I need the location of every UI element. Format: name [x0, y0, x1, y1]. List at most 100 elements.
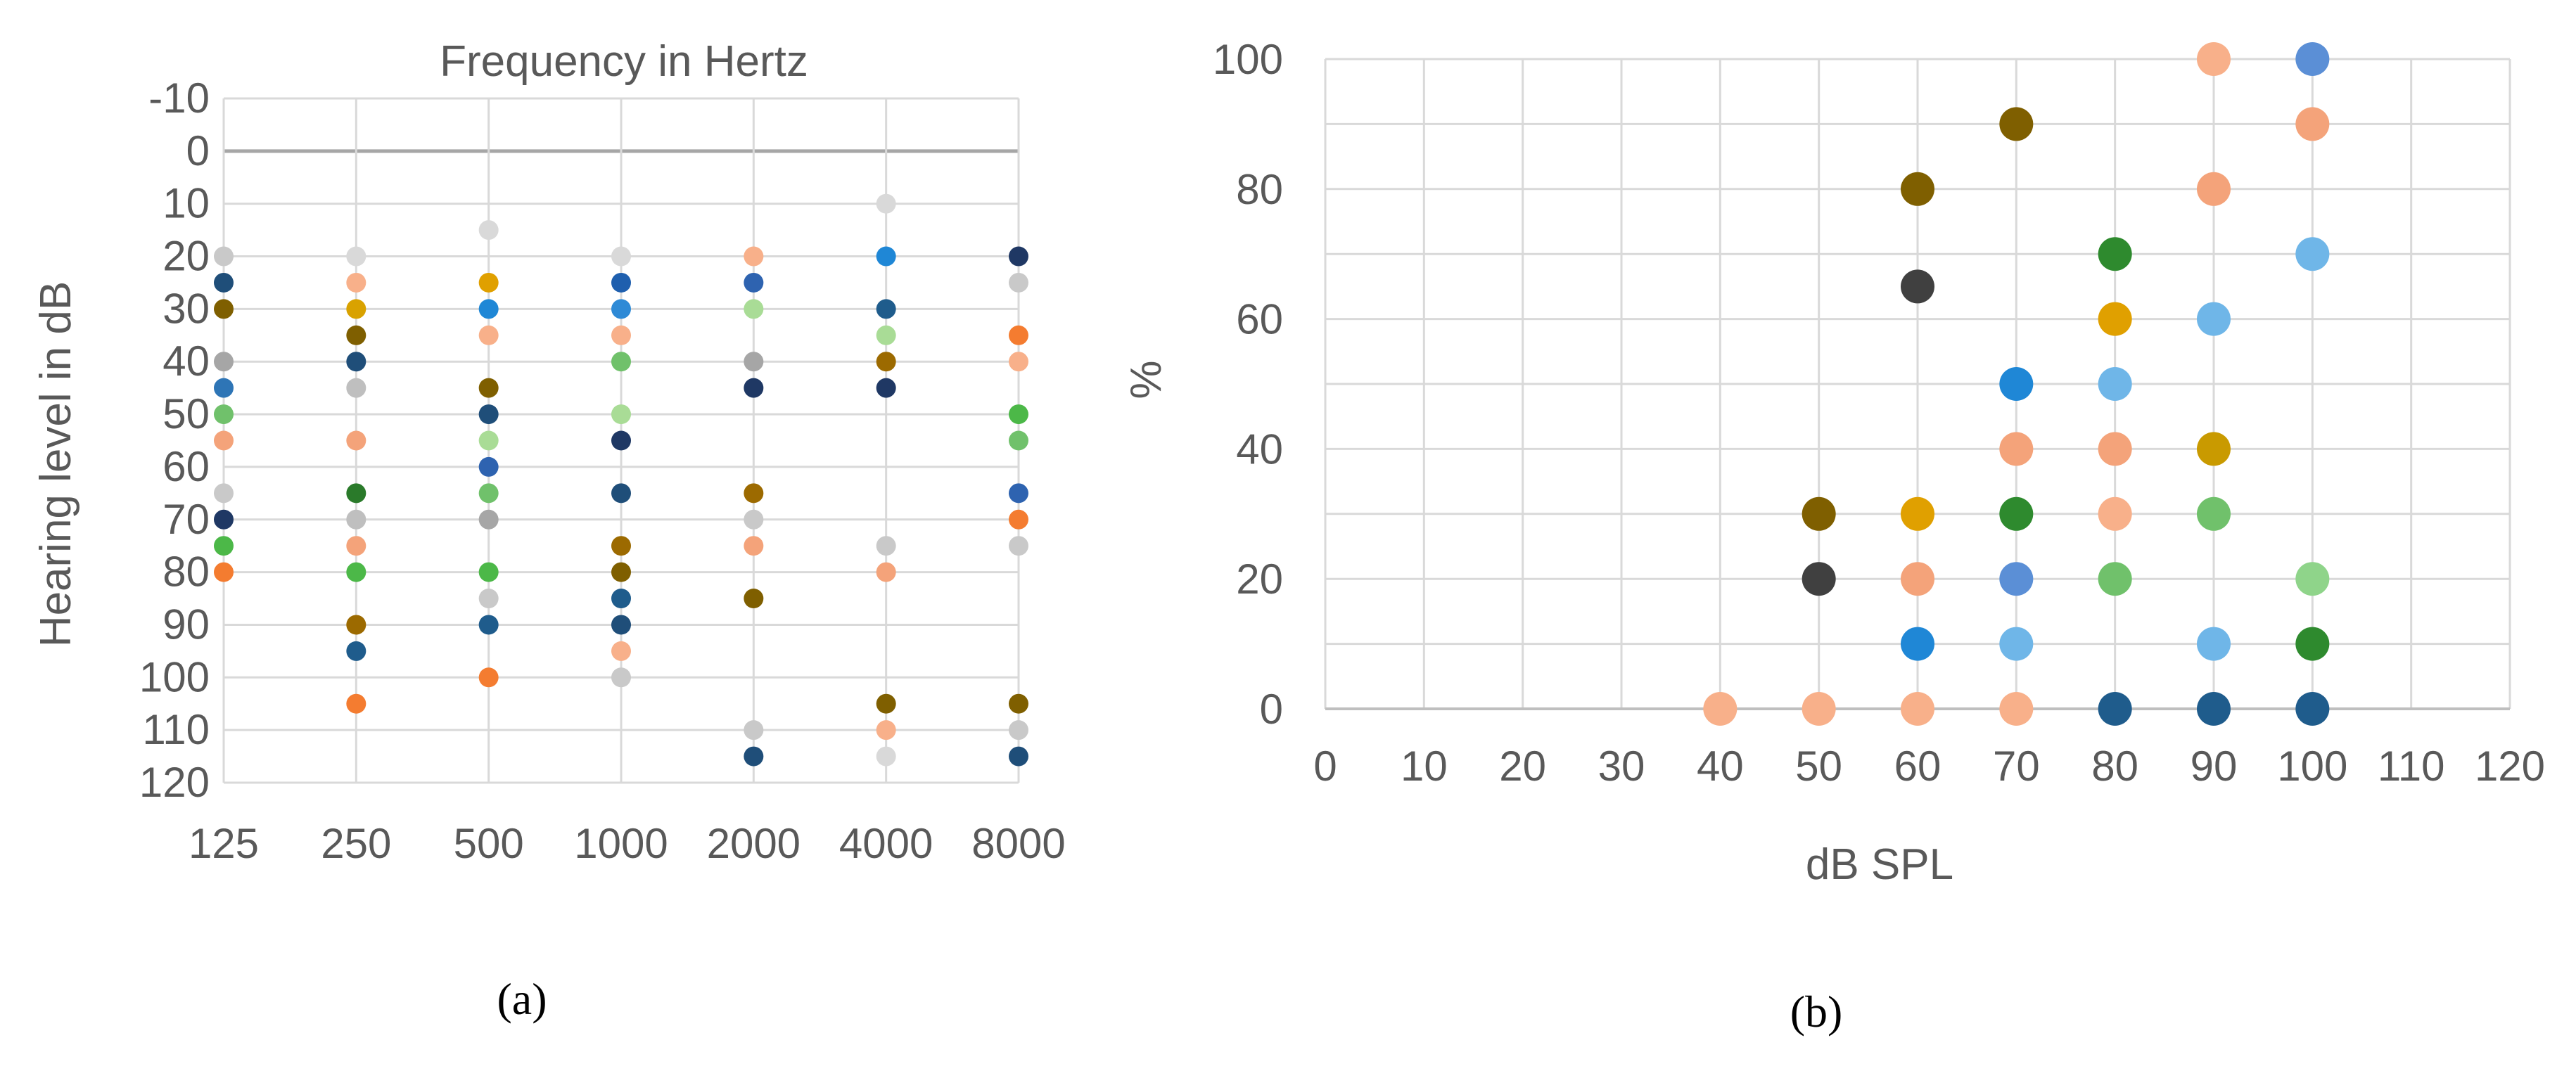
chart-a-point [744, 720, 764, 740]
chart-a-y-ticks: -10 0 10 20 30 40 50 60 70 80 90 100 110 120 [139, 75, 210, 806]
chart-b-y-tick-label: 80 [1236, 166, 1283, 213]
chart-a-point [214, 299, 234, 319]
chart-a-x-tick-label: 8000 [971, 820, 1065, 867]
chart-a-x-tick-label: 500 [454, 820, 524, 867]
chart-a-point [346, 562, 366, 582]
chart-a-y-tick-label: 80 [162, 549, 210, 596]
chart-b-x-tick-label: 20 [1499, 743, 1546, 790]
chart-a-point [744, 272, 764, 293]
chart-a-point [611, 404, 631, 425]
chart-a-y-axis-label: Hearing level in dB [32, 281, 80, 647]
chart-a-point [346, 352, 366, 372]
chart-a-point [611, 352, 631, 372]
chart-b-point [2098, 562, 2132, 596]
chart-a-point [478, 562, 499, 582]
chart-b-point [1802, 562, 1836, 596]
chart-b-grid [1324, 58, 2511, 710]
chart-b-x-axis-label: dB SPL [1806, 840, 1953, 889]
chart-b-x-tick-label: 10 [1401, 743, 1448, 790]
chart-a-point [876, 720, 896, 740]
chart-a-point [478, 667, 499, 688]
chart-a-point [346, 378, 366, 398]
chart-a-point [1009, 483, 1028, 504]
chart-a-y-tick-label: 10 [162, 180, 210, 227]
chart-b-point [2295, 42, 2330, 76]
chart-a-point [876, 746, 896, 767]
chart-a-point [876, 299, 896, 319]
chart-a-point [478, 430, 499, 451]
chart-b-points [1703, 42, 2330, 726]
chart-a-point [744, 378, 764, 398]
chart-b-y-ticks: 0 20 40 60 80 100 [1213, 36, 1283, 733]
chart-b-point [1901, 562, 1934, 596]
chart-a-point [214, 430, 234, 451]
chart-a-x-ticks: 125 250 500 1000 2000 4000 8000 [189, 820, 1066, 867]
chart-b-x-tick-label: 80 [2091, 743, 2138, 790]
chart-a-point [611, 246, 631, 267]
chart-a-point [611, 562, 631, 582]
chart-a-y-tick-label: 30 [162, 285, 210, 332]
chart-b-x-ticks: 0 10 20 30 40 50 60 70 80 90 100 110 120 [1313, 743, 2545, 790]
chart-b-x-tick-label: 120 [2475, 743, 2545, 790]
chart-a-x-tick-label: 250 [321, 820, 391, 867]
chart-a-point [1009, 246, 1028, 267]
chart-a-point [876, 536, 896, 556]
chart-a-point [1009, 509, 1028, 530]
chart-b-point [2098, 432, 2132, 466]
chart-b-point [2197, 42, 2231, 76]
chart-a-y-tick-label: 0 [186, 127, 210, 174]
chart-b-point [1901, 496, 1934, 531]
chart-b-point [2295, 562, 2330, 596]
chart-a-point [214, 509, 234, 530]
chart-b-x-tick-label: 30 [1598, 743, 1645, 790]
chart-b-point [1999, 562, 2034, 596]
chart-a-point [611, 325, 631, 345]
chart-a-point [478, 456, 499, 477]
chart-b-x-tick-label: 60 [1894, 743, 1941, 790]
chart-a-point [744, 246, 764, 267]
chart-b-point [2197, 692, 2231, 726]
chart-a-point [611, 299, 631, 319]
chart-b-point [1999, 432, 2034, 466]
chart-a-point [346, 430, 366, 451]
chart-a-x-tick-label: 4000 [839, 820, 933, 867]
chart-a-points [214, 193, 1028, 767]
chart-a-y-tick-label: 120 [139, 759, 210, 806]
chart-a-point [478, 220, 499, 241]
chart-b-y-axis-label: % [1122, 360, 1171, 399]
chart-a-point [876, 246, 896, 267]
chart-a-x-tick-label: 2000 [707, 820, 801, 867]
chart-a-point [876, 193, 896, 214]
chart-a-point [214, 352, 234, 372]
chart-a-x-tick-label: 125 [189, 820, 259, 867]
chart-a-point [611, 536, 631, 556]
chart-b-x-tick-label: 40 [1697, 743, 1744, 790]
chart-a-point [214, 246, 234, 267]
chart-a-point [478, 589, 499, 609]
chart-a-point [346, 483, 366, 504]
chart-a-y-tick-label: 50 [162, 390, 210, 437]
chart-a-y-tick-label: 100 [139, 653, 210, 700]
chart-b-point [2098, 302, 2132, 336]
chart-b-point [2197, 432, 2231, 466]
chart-a-point [744, 299, 764, 319]
chart-a-point [346, 641, 366, 661]
chart-a-point [1009, 404, 1028, 425]
chart-b-point [2295, 627, 2330, 661]
chart-a-point [346, 536, 366, 556]
chart-b-point [1901, 172, 1934, 206]
chart-a-point [1009, 720, 1028, 740]
chart-a-point [346, 509, 366, 530]
chart-b-point [1901, 627, 1934, 661]
chart-b-point [1802, 692, 1836, 726]
chart-a-point [346, 246, 366, 267]
chart-b-point [1999, 107, 2034, 141]
chart-a-point [1009, 693, 1028, 714]
chart-a-point [478, 483, 499, 504]
chart-a-point [478, 509, 499, 530]
chart-b-point [2197, 302, 2231, 336]
chart-a-y-tick-label: 90 [162, 601, 210, 648]
chart-a-point [214, 378, 234, 398]
chart-a-point [1009, 325, 1028, 345]
chart-a-point [611, 430, 631, 451]
